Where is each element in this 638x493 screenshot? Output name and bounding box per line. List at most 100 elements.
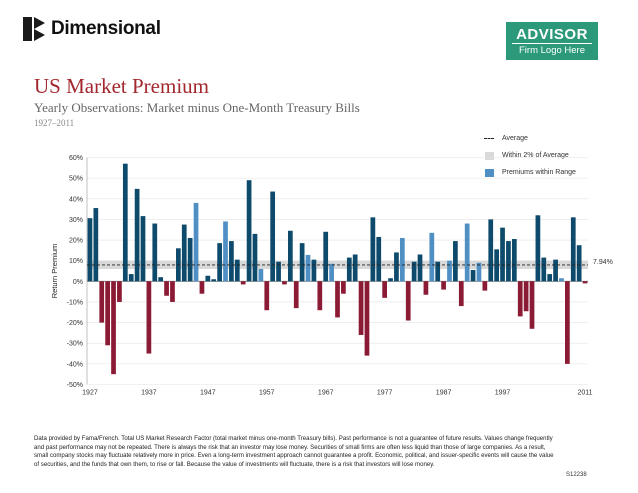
y-tick-label: -40%: [67, 361, 83, 368]
footnote: Data provided by Fama/French. Total US M…: [34, 435, 554, 468]
bar-1960: [282, 281, 287, 285]
bar-1963: [299, 243, 305, 282]
y-tick-label: 20%: [69, 238, 83, 245]
bar-1951: [229, 241, 234, 282]
bar-1995: [488, 219, 494, 282]
bar-1962: [293, 281, 299, 309]
bar-2006: [553, 259, 558, 282]
average-label: 7.94%: [593, 259, 613, 266]
bar-1988: [447, 260, 452, 282]
bar-1946: [199, 281, 205, 294]
bar-2003: [535, 215, 541, 282]
bar-1998: [506, 241, 511, 282]
x-tick-label: 1957: [259, 390, 275, 397]
bar-1976: [376, 236, 382, 282]
bar-2005: [547, 274, 553, 282]
bar-1968: [329, 263, 334, 282]
x-tick-label: 1977: [377, 390, 393, 397]
bar-1929: [99, 281, 105, 323]
bar-2007: [559, 278, 564, 282]
bar-1940: [164, 281, 169, 296]
bar-2002: [529, 281, 535, 329]
bar-1939: [158, 277, 164, 282]
y-tick-label: 50%: [69, 176, 83, 183]
bar-1950: [223, 221, 228, 282]
advisor-logo-line1: ADVISOR: [516, 26, 588, 43]
page-subtitle: Yearly Observations: Market minus One-Mo…: [34, 100, 360, 115]
y-tick-label: -20%: [67, 320, 83, 327]
bar-1941: [170, 281, 175, 302]
legend-item-within: Within 2% of Average: [483, 147, 576, 164]
bar-1927: [87, 218, 93, 282]
x-tick-label: 1987: [436, 390, 452, 397]
bar-1987: [441, 281, 446, 290]
bar-1994: [482, 281, 488, 291]
advisor-firm-logo: ADVISOR Firm Logo Here: [506, 22, 598, 60]
bar-1957: [264, 281, 270, 311]
bar-1964: [305, 254, 311, 282]
bar-1990: [458, 281, 464, 307]
bar-1937: [146, 281, 152, 354]
y-axis-label: Return Premium: [50, 244, 59, 299]
bar-1977: [382, 281, 388, 298]
bar-1948: [211, 279, 217, 282]
y-tick-label: 10%: [69, 258, 83, 265]
y-tick-label: 40%: [69, 196, 83, 203]
bar-1997: [500, 227, 505, 282]
bar-1981: [405, 281, 411, 321]
legend-label-premiums: Premiums within Range: [502, 169, 576, 176]
bar-1974: [364, 281, 370, 356]
legend-item-average: Average: [483, 130, 576, 147]
bar-1933: [122, 163, 128, 282]
dimensional-logo: Dimensional: [22, 16, 161, 42]
bar-2009: [570, 217, 576, 282]
bar-1947: [205, 275, 211, 282]
bar-2004: [541, 257, 547, 282]
bar-1961: [287, 230, 293, 282]
bar-1934: [128, 274, 134, 282]
legend-label-within: Within 2% of Average: [502, 152, 569, 159]
bar-1983: [417, 254, 423, 282]
period-label: 1927–2011: [34, 118, 75, 128]
bar-1943: [181, 224, 187, 282]
x-tick-label: 1947: [200, 390, 216, 397]
dimensional-mark-icon: [23, 17, 45, 41]
band-swatch: [484, 151, 494, 160]
y-tick-label: -30%: [67, 341, 83, 348]
y-tick-label: 60%: [69, 155, 83, 162]
bar-1978: [388, 278, 393, 282]
bar-2008: [565, 281, 570, 364]
bar-1949: [217, 243, 222, 282]
bar-1936: [140, 216, 146, 282]
bar-1958: [270, 191, 276, 282]
bar-1967: [323, 231, 329, 282]
bar-1970: [341, 281, 346, 294]
bar-1985: [429, 232, 435, 282]
bar-1980: [399, 237, 405, 282]
brand-name: Dimensional: [51, 18, 161, 39]
y-tick-label: -10%: [67, 299, 83, 306]
y-tick-label: 30%: [69, 217, 83, 224]
bar-2001: [523, 281, 529, 312]
bar-1992: [470, 269, 476, 282]
bar-1952: [234, 259, 240, 282]
bar-1975: [370, 217, 376, 282]
y-tick-label: 0%: [73, 279, 83, 286]
legend-item-premiums: Premiums within Range: [483, 164, 576, 181]
highlight-swatch: [484, 168, 494, 177]
bar-1982: [411, 261, 417, 282]
dashed-line-swatch: [484, 138, 494, 139]
bar-1944: [187, 237, 193, 282]
bar-1971: [346, 257, 352, 282]
legend-label-average: Average: [502, 135, 528, 142]
bar-1986: [435, 261, 441, 282]
bar-1972: [352, 254, 358, 282]
bar-1935: [134, 188, 140, 282]
bar-1928: [93, 208, 99, 282]
bar-2010: [576, 245, 582, 282]
bar-2011: [582, 281, 588, 284]
page-title: US Market Premium: [34, 74, 209, 98]
bar-1969: [335, 281, 340, 318]
chart-legend: Average Within 2% of Average Premiums wi…: [483, 130, 576, 181]
bar-1984: [423, 281, 429, 295]
